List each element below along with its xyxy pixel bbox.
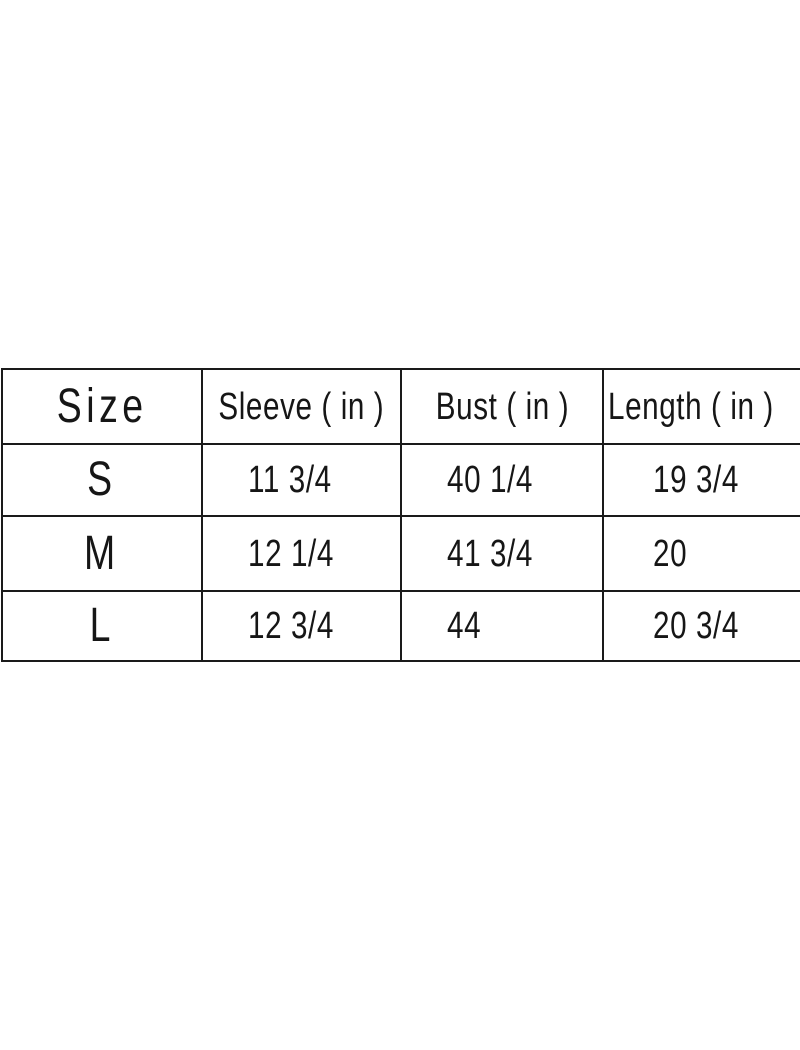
table-row-l-bust-cell: 44 [402,592,604,660]
table-row-l-length-cell: 20 3/4 [604,592,800,660]
value-s-length: 19 3/4 [653,459,739,501]
table-row-s-size-cell: S [3,445,203,517]
table-row-l-sleeve-cell: 12 3/4 [203,592,402,660]
header-cell-sleeve: Sleeve ( in ) [203,370,402,445]
table-row-s-sleeve-cell: 11 3/4 [203,445,402,517]
table-row-m-size-cell: M [3,517,203,592]
header-cell-bust: Bust ( in ) [402,370,604,445]
table-row-l-size-cell: L [3,592,203,660]
table-row-m-sleeve-cell: 12 1/4 [203,517,402,592]
value-l-sleeve: 12 3/4 [248,605,334,647]
table-row-m-bust-cell: 41 3/4 [402,517,604,592]
value-m-sleeve: 12 1/4 [248,532,334,575]
header-label-size: Size [56,379,148,433]
value-s-sleeve: 11 3/4 [248,459,332,501]
value-m-length: 20 [653,532,688,575]
value-l-bust: 44 [447,605,482,647]
value-l-length: 20 3/4 [653,605,739,647]
size-label-l: L [89,599,115,652]
table-row-s-length-cell: 19 3/4 [604,445,800,517]
header-label-sleeve: Sleeve ( in ) [218,385,385,428]
table-row-s-bust-cell: 40 1/4 [402,445,604,517]
value-s-bust: 40 1/4 [447,459,533,501]
size-label-s: S [87,453,117,506]
size-label-m: M [84,526,120,580]
header-cell-size: Size [3,370,203,445]
header-label-length: Length ( in ) [608,385,774,428]
header-label-bust: Bust ( in ) [435,385,569,428]
size-chart-table: Size Sleeve ( in ) Bust ( in ) Length ( … [1,368,800,662]
header-cell-length: Length ( in ) [604,370,800,445]
value-m-bust: 41 3/4 [447,532,533,575]
table-row-m-length-cell: 20 [604,517,800,592]
